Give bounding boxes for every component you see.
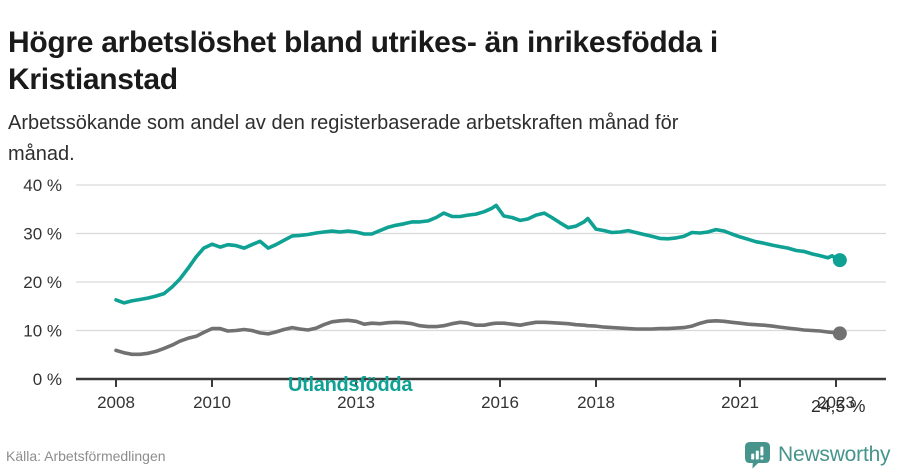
bar-medium <box>755 450 759 460</box>
exclamation-bar <box>760 446 764 456</box>
x-tick-label-2023: 2023 <box>817 393 855 412</box>
newsworthy-logo[interactable]: Newsworthy <box>744 440 894 470</box>
newsworthy-wordmark: Newsworthy <box>778 443 891 466</box>
line-chart: 0 % 10 % 20 % 30 % 40 % 2008 2010 2013 2016 2018 2… <box>0 165 900 420</box>
page-title: Högre arbetslöshet bland utrikes- än inr… <box>8 24 890 98</box>
y-tick-label-0: 0 % <box>33 370 62 389</box>
exclamation-dot <box>760 457 764 460</box>
title-line-1: Högre arbetslöshet bland utrikes- än inr… <box>8 26 718 60</box>
y-tick-label-40: 40 % <box>23 176 62 195</box>
series-line-total <box>114 318 842 357</box>
end-value-label-utlandsfodda: 24,5 % <box>811 396 866 416</box>
x-tick-label-2008: 2008 <box>97 393 135 412</box>
y-tick-label-30: 30 % <box>23 225 62 244</box>
title-line-2: Kristianstad <box>8 63 178 97</box>
series-line-utlandsfodda <box>114 203 842 305</box>
series-label-utlandsfodda: Utlandsfödda <box>288 374 413 396</box>
series-end-dot-total <box>832 326 847 341</box>
x-tick-label-2013: 2013 <box>337 393 375 412</box>
series-end-dot-utlandsfodda <box>832 253 847 268</box>
y-tick-label-20: 20 % <box>23 273 62 292</box>
subtitle-line-1: Arbetssökande som andel av den registerb… <box>8 112 679 134</box>
bar-small <box>751 453 755 460</box>
newsworthy-bubble-icon <box>745 442 770 469</box>
chart-subtitle: Arbetssökande som andel av den registerb… <box>8 108 890 170</box>
x-tick-label-2010: 2010 <box>193 393 231 412</box>
x-tick-label-2016: 2016 <box>481 393 519 412</box>
source-credit: Källa: Arbetsförmedlingen <box>6 448 166 464</box>
y-tick-label-10: 10 % <box>23 322 62 341</box>
x-tick-label-2021: 2021 <box>721 393 759 412</box>
subtitle-line-2: månad. <box>8 143 75 165</box>
chart-canvas: 0 % 10 % 20 % 30 % 40 % 2008 2010 2013 2016 2018 2… <box>23 176 886 412</box>
x-tick-label-2018: 2018 <box>577 393 615 412</box>
